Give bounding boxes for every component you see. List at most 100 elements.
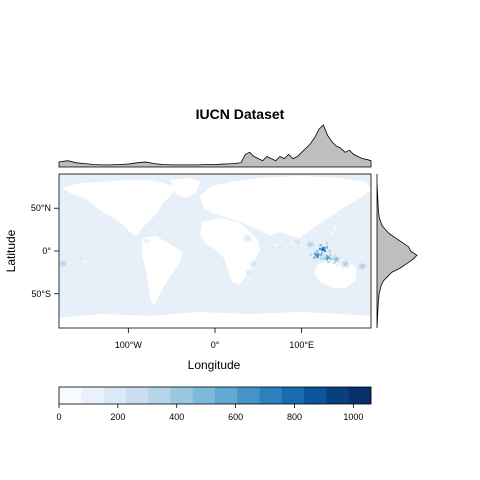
richness-cell [364,265,368,268]
richness-cell [332,228,336,231]
richness-cell [245,273,249,277]
richness-cell [362,265,365,269]
richness-cell [277,245,280,248]
y-tick-label: 50°S [31,289,51,299]
richness-cell [144,238,147,242]
species-richness-layer [59,226,369,277]
richness-cell [314,243,318,246]
richness-cell [80,256,83,259]
richness-cell [338,257,342,260]
richness-cell [325,242,328,245]
richness-cell [314,260,317,263]
colorbar-tick-label: 0 [56,412,61,422]
richness-cell [330,226,333,229]
richness-cell [316,253,320,256]
richness-cell [359,265,362,268]
richness-cell [321,253,325,257]
richness-cell [296,239,300,242]
richness-cell [308,240,312,244]
y-tick-label: 0° [42,246,51,256]
richness-cell [248,267,251,271]
colorbar-border [58,386,372,405]
richness-cell [333,259,337,262]
richness-cell [325,246,328,249]
colorbar-swatch [215,387,238,404]
richness-cell [291,241,294,245]
richness-cell [279,246,283,249]
richness-cell [64,262,67,265]
richness-cell [275,246,279,250]
longitude-density-curve [58,124,372,168]
richness-cell [316,255,319,259]
richness-cell [247,237,251,240]
y-axis: 50°N 0° 50°S [31,203,59,299]
colorbar-swatch [170,387,194,404]
richness-cell [62,266,66,269]
richness-cell [299,240,302,243]
south-america-landmass [142,236,182,306]
colorbar-swatch [192,387,216,404]
richness-cell [344,263,347,266]
greenland-landmass [170,178,200,198]
richness-cell [278,247,281,250]
richness-cell [146,242,149,245]
richness-cell [277,243,280,247]
richness-cell [311,244,315,247]
richness-cell [333,254,336,258]
richness-cell [253,261,256,265]
richness-cell [248,272,251,275]
richness-cell [330,231,334,235]
richness-cell [312,256,316,259]
richness-cell [256,260,259,263]
richness-cell [338,253,342,257]
richness-cell [310,242,314,245]
colorbar-swatch [59,387,82,404]
richness-cell [280,248,283,251]
richness-cell [336,263,339,267]
richness-cell [77,261,81,264]
richness-cell [321,260,324,264]
richness-cell [355,264,358,267]
richness-cell [250,238,253,241]
richness-cell [325,256,329,259]
richness-cell [246,271,249,275]
richness-cell [280,244,283,247]
richness-cell [329,259,332,262]
colorbar-swatch [281,387,305,404]
richness-cell [319,244,322,247]
richness-cell [78,257,82,260]
landmass-layer [59,176,371,328]
richness-cell [309,253,313,256]
richness-cell [322,246,325,250]
x-tick-label: 0° [211,340,220,350]
richness-cell [67,262,71,265]
richness-cell [345,261,348,264]
richness-cell [295,237,298,241]
richness-cell [245,237,249,241]
richness-cell [78,255,81,258]
richness-cell [294,241,297,245]
richness-cell [312,240,315,243]
richness-cell [280,242,283,246]
richness-cell [141,240,145,244]
richness-cell [145,236,148,240]
x-axis-title: Longitude [188,358,241,372]
richness-cell [59,259,61,263]
richness-cell [249,262,252,265]
richness-cell [60,262,63,265]
richness-cell [340,264,344,267]
richness-cell [253,263,256,267]
richness-cell [311,248,315,251]
richness-cell [319,257,323,261]
colorbar-tick-label: 400 [169,412,184,422]
richness-cell [252,266,255,269]
richness-cell [250,271,253,275]
richness-cell [307,242,311,245]
richness-cell [321,250,325,254]
richness-cell [249,273,252,277]
richness-cell [252,260,256,263]
richness-cell [252,270,255,274]
richness-cell [326,250,330,253]
richness-cell [144,241,147,244]
richness-cell [251,264,254,267]
